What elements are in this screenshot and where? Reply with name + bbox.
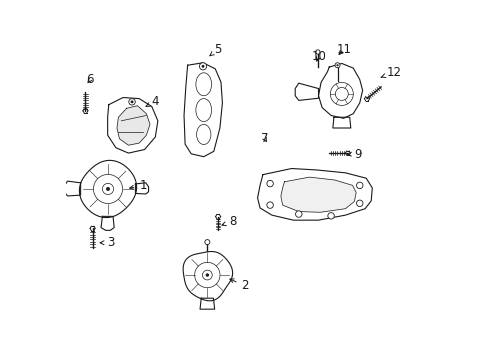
Text: 10: 10: [311, 50, 326, 63]
Circle shape: [205, 240, 210, 245]
Polygon shape: [258, 168, 372, 220]
Text: 5: 5: [210, 42, 222, 56]
Circle shape: [195, 262, 220, 288]
Circle shape: [201, 65, 204, 68]
Polygon shape: [65, 181, 80, 196]
Circle shape: [267, 180, 273, 187]
Circle shape: [335, 87, 348, 100]
Circle shape: [199, 63, 207, 70]
Polygon shape: [200, 298, 215, 309]
Polygon shape: [281, 177, 356, 212]
Circle shape: [330, 82, 353, 105]
Text: 8: 8: [222, 215, 236, 228]
Circle shape: [337, 64, 339, 66]
Ellipse shape: [196, 99, 212, 122]
Polygon shape: [184, 63, 222, 157]
Polygon shape: [117, 106, 150, 145]
Circle shape: [131, 100, 133, 103]
Polygon shape: [295, 83, 319, 100]
Polygon shape: [108, 98, 158, 153]
Circle shape: [102, 183, 114, 194]
Text: 12: 12: [381, 66, 402, 79]
Text: 2: 2: [230, 279, 249, 292]
Text: 11: 11: [337, 42, 351, 55]
Text: 4: 4: [146, 95, 159, 108]
Polygon shape: [79, 160, 137, 217]
Circle shape: [328, 213, 334, 219]
Polygon shape: [135, 183, 148, 194]
Circle shape: [357, 182, 363, 189]
Polygon shape: [101, 216, 114, 230]
Circle shape: [316, 50, 320, 54]
Circle shape: [357, 200, 363, 207]
Circle shape: [267, 202, 273, 208]
Polygon shape: [183, 252, 233, 301]
Circle shape: [106, 187, 110, 191]
Ellipse shape: [196, 73, 212, 96]
Text: 6: 6: [86, 73, 94, 86]
Text: 9: 9: [347, 148, 362, 161]
Polygon shape: [318, 63, 363, 118]
Text: 7: 7: [261, 132, 269, 145]
Circle shape: [202, 270, 212, 280]
Ellipse shape: [196, 125, 211, 144]
Text: 3: 3: [100, 236, 114, 249]
Text: 1: 1: [130, 179, 147, 192]
Circle shape: [206, 273, 209, 277]
Circle shape: [129, 99, 135, 105]
Circle shape: [94, 175, 122, 203]
Circle shape: [295, 211, 302, 217]
Polygon shape: [333, 117, 351, 128]
Circle shape: [335, 63, 340, 68]
